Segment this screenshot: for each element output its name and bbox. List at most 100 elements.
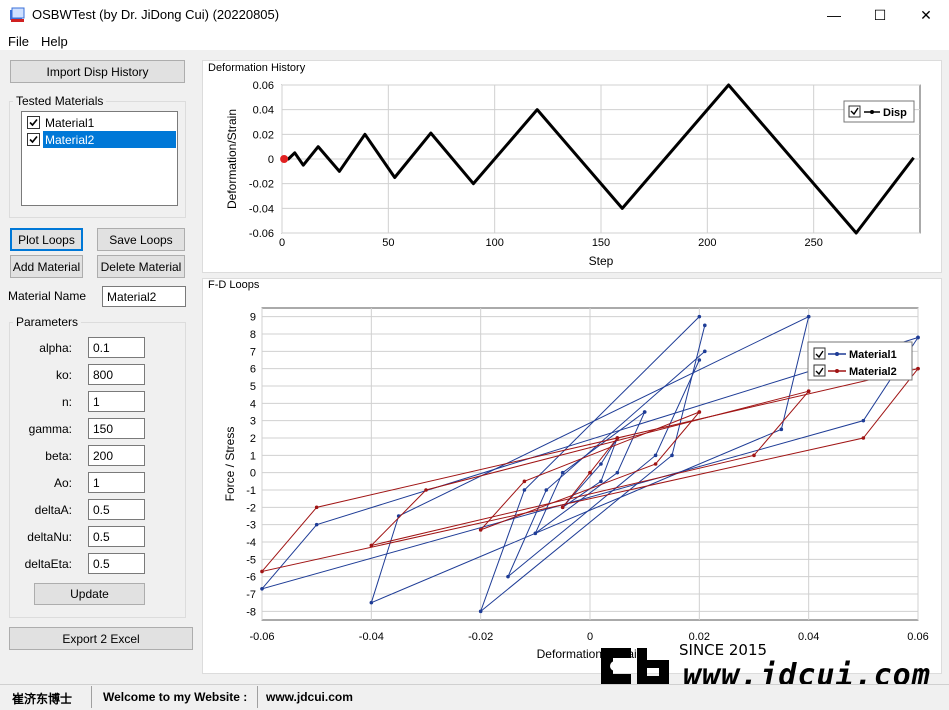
check-icon <box>27 116 40 129</box>
param-ko-input[interactable] <box>88 364 145 385</box>
material2-selection <box>43 131 176 148</box>
legend-marker-material1 <box>835 352 839 356</box>
material-name-input[interactable] <box>102 286 186 307</box>
close-button[interactable]: ✕ <box>920 6 932 23</box>
legend-label-material1: Material1 <box>849 349 897 361</box>
material2-item[interactable]: Material2 <box>45 133 95 147</box>
update-button[interactable]: Update <box>34 583 145 605</box>
material2-checkbox[interactable] <box>27 133 40 146</box>
param-deltaa-input[interactable] <box>88 499 145 520</box>
status-welcome: Welcome to my Website : <box>103 690 248 704</box>
window-title: OSBWTest (by Dr. JiDong Cui) (20220805) <box>32 7 280 22</box>
param-n-label: n: <box>61 395 72 409</box>
series-point-material1 <box>314 522 319 527</box>
series-point-material2 <box>752 453 756 458</box>
series-point-material1 <box>599 479 603 484</box>
y-tick-label: -6 <box>246 572 256 584</box>
material-name-label: Material Name <box>8 289 87 303</box>
y-tick-label: -7 <box>246 589 256 601</box>
series-point-material2 <box>314 505 319 510</box>
minimize-button[interactable]: — <box>827 7 841 23</box>
export-excel-button[interactable]: Export 2 Excel <box>9 627 193 650</box>
y-tick-label: -0.04 <box>249 203 274 215</box>
x-tick-label: 0.06 <box>907 631 928 643</box>
watermark-since: SINCE 2015 <box>679 641 768 659</box>
series-point-material1 <box>779 427 784 432</box>
add-material-button[interactable]: Add Material <box>10 255 83 278</box>
param-beta-label: beta: <box>45 449 72 463</box>
legend-label-material2: Material2 <box>849 366 897 378</box>
series-point-material1 <box>506 574 510 579</box>
series-point-material2 <box>522 479 527 484</box>
legend-label-disp: Disp <box>883 107 907 119</box>
deformation-history-chart[interactable]: 0.06 0.04 0.02 0 -0.02 -0.04 -0.06 0 50 100 150 200… <box>202 74 942 272</box>
check-icon <box>815 350 824 359</box>
y-tick-label: -4 <box>246 537 256 549</box>
param-deltaeta-input[interactable] <box>88 553 145 574</box>
deformation-history-title: Deformation History <box>208 62 306 74</box>
param-deltanu-input[interactable] <box>88 526 145 547</box>
check-icon <box>850 107 859 116</box>
x-tick-label: -0.06 <box>249 631 274 643</box>
series-point-material1 <box>369 600 374 605</box>
param-n-input[interactable] <box>88 391 145 412</box>
import-disp-history-button[interactable]: Import Disp History <box>10 60 185 83</box>
series-point-material2 <box>478 528 483 532</box>
material1-checkbox[interactable] <box>27 116 40 129</box>
parameters-group <box>9 322 186 618</box>
param-gamma-label: gamma: <box>28 422 72 436</box>
param-gamma-input[interactable] <box>88 418 145 439</box>
plot-loops-button[interactable]: Plot Loops <box>10 228 83 251</box>
series-point-material1 <box>522 488 527 492</box>
status-separator <box>91 686 92 708</box>
x-tick-label: 200 <box>698 237 716 249</box>
check-icon <box>27 133 40 146</box>
legend-marker-disp <box>870 110 874 114</box>
series-point-material2 <box>697 410 702 414</box>
series-point-material2 <box>861 436 866 440</box>
y-tick-label: 0.06 <box>253 80 274 92</box>
material1-item[interactable]: Material1 <box>45 116 95 130</box>
x-tick-label: 150 <box>592 237 610 249</box>
param-ao-label: Ao: <box>53 476 72 490</box>
x-tick-label: 250 <box>804 237 822 249</box>
menu-bar <box>0 30 949 50</box>
materials-list[interactable] <box>21 111 178 206</box>
save-loops-button[interactable]: Save Loops <box>97 228 185 251</box>
y-tick-label: 7 <box>250 346 256 358</box>
delete-material-button[interactable]: Delete Material <box>97 255 185 278</box>
y-tick-label: -2 <box>246 502 256 514</box>
x-tick-label: 0.04 <box>798 631 819 643</box>
app-icon <box>10 7 25 22</box>
x-tick-label: 100 <box>485 237 503 249</box>
y-tick-label: 3 <box>250 416 256 428</box>
param-ko-label: ko: <box>55 368 72 382</box>
y-tick-label: 9 <box>250 312 256 324</box>
param-beta-input[interactable] <box>88 445 145 466</box>
y-axis-label: Force / Stress <box>223 427 237 502</box>
fd-loops-chart[interactable]: 9 8 7 6 5 4 3 2 1 0 -1 -2 -3 -4 -5 -6 -7 -8 -0.06 -0.04 -0.0… <box>202 292 942 672</box>
series-point-material1 <box>703 323 707 328</box>
menu-help[interactable]: Help <box>41 34 68 49</box>
param-ao-input[interactable] <box>88 472 145 493</box>
param-alpha-label: alpha: <box>39 341 72 355</box>
y-tick-label: -0.06 <box>249 228 274 240</box>
series-point-material1 <box>861 418 866 423</box>
y-tick-label: 0 <box>268 154 274 166</box>
series-point-material1 <box>615 470 620 475</box>
title-bar <box>0 0 949 30</box>
fd-loops-title: F-D Loops <box>208 279 260 291</box>
series-point-material1 <box>260 587 264 591</box>
maximize-button[interactable]: ☐ <box>873 6 887 23</box>
status-url[interactable]: www.jdcui.com <box>266 690 353 704</box>
y-tick-label: -5 <box>246 554 256 566</box>
menu-file[interactable]: File <box>8 34 29 49</box>
x-tick-label: 0.02 <box>689 631 710 643</box>
legend-checkbox <box>848 105 861 118</box>
x-tick-label: 0 <box>587 631 593 643</box>
series-point-material1 <box>697 358 702 362</box>
y-tick-label: 0 <box>250 468 256 480</box>
y-tick-label: 4 <box>250 398 256 410</box>
param-alpha-input[interactable] <box>88 337 145 358</box>
series-point-material2 <box>424 488 428 492</box>
